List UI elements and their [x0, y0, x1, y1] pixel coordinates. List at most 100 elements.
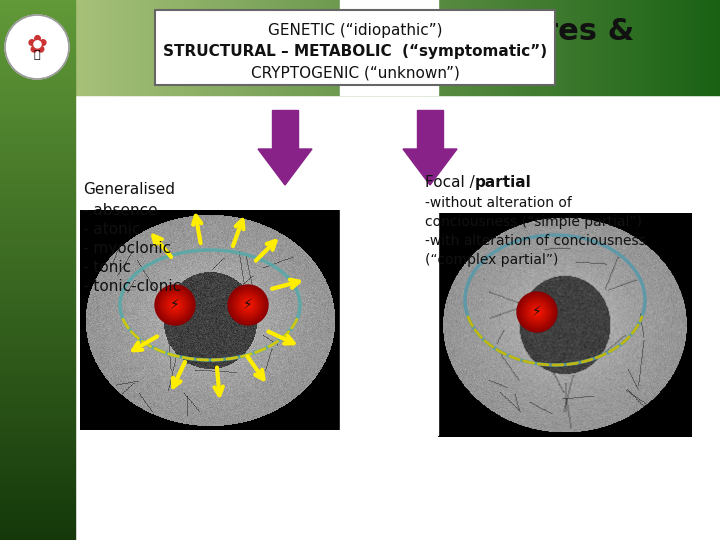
Circle shape: [244, 301, 252, 309]
Bar: [501, 0, 502, 95]
Bar: [0, 350, 75, 351]
Bar: [0, 7, 75, 8]
Bar: [0, 310, 75, 311]
Bar: [0, 66, 75, 67]
Bar: [194, 0, 195, 95]
Circle shape: [529, 304, 545, 320]
Bar: [419, 0, 420, 95]
Bar: [389, 0, 390, 95]
Bar: [520, 0, 521, 95]
Bar: [145, 0, 146, 95]
Bar: [0, 124, 75, 125]
Bar: [514, 0, 515, 95]
Bar: [479, 0, 480, 95]
Circle shape: [156, 286, 194, 323]
Bar: [161, 0, 162, 95]
Bar: [408, 0, 409, 95]
Bar: [0, 138, 75, 139]
Bar: [0, 247, 75, 248]
Bar: [91, 0, 92, 95]
Bar: [0, 135, 75, 136]
Bar: [196, 0, 197, 95]
Bar: [291, 0, 292, 95]
Bar: [0, 297, 75, 298]
Bar: [340, 0, 341, 95]
Bar: [0, 509, 75, 510]
Bar: [76, 0, 77, 95]
Bar: [0, 366, 75, 367]
Bar: [0, 148, 75, 149]
Bar: [469, 0, 470, 95]
Bar: [0, 539, 75, 540]
Circle shape: [241, 298, 255, 312]
Bar: [0, 243, 75, 244]
Bar: [0, 241, 75, 242]
Bar: [0, 356, 75, 357]
Bar: [445, 0, 446, 95]
Bar: [607, 0, 608, 95]
Circle shape: [240, 297, 256, 313]
Bar: [584, 0, 585, 95]
Bar: [0, 10, 75, 11]
Bar: [133, 0, 134, 95]
Bar: [0, 458, 75, 459]
Bar: [0, 482, 75, 483]
Text: conciousness (“simple partial”): conciousness (“simple partial”): [425, 215, 642, 229]
Bar: [23, 0, 24, 95]
Bar: [220, 0, 221, 95]
Bar: [135, 0, 136, 95]
Bar: [0, 443, 75, 444]
Bar: [0, 197, 75, 198]
Bar: [0, 357, 75, 358]
Bar: [533, 0, 534, 95]
Bar: [0, 13, 75, 14]
Bar: [682, 0, 683, 95]
Bar: [400, 0, 401, 95]
Bar: [0, 364, 75, 365]
Bar: [329, 0, 330, 95]
Bar: [317, 0, 318, 95]
Bar: [243, 0, 244, 95]
Bar: [246, 0, 247, 95]
Bar: [0, 40, 75, 41]
Circle shape: [531, 307, 542, 318]
Bar: [610, 0, 611, 95]
Bar: [159, 0, 160, 95]
Bar: [593, 0, 594, 95]
Bar: [0, 420, 75, 421]
Bar: [38, 0, 39, 95]
Bar: [0, 220, 75, 221]
Bar: [0, 242, 75, 243]
Bar: [20, 0, 21, 95]
Bar: [60, 0, 61, 95]
Bar: [52, 0, 53, 95]
Bar: [0, 244, 75, 245]
Bar: [0, 392, 75, 393]
Bar: [0, 90, 75, 91]
Bar: [0, 326, 75, 327]
Bar: [0, 227, 75, 228]
Bar: [0, 412, 75, 413]
Bar: [415, 0, 416, 95]
Bar: [0, 82, 75, 83]
Bar: [0, 68, 75, 69]
Bar: [18, 0, 19, 95]
Bar: [626, 0, 627, 95]
Bar: [0, 417, 75, 418]
Bar: [180, 0, 181, 95]
Bar: [603, 0, 604, 95]
Bar: [0, 177, 75, 178]
Bar: [257, 0, 258, 95]
Bar: [388, 0, 389, 95]
Bar: [273, 0, 274, 95]
Bar: [295, 0, 296, 95]
Bar: [0, 306, 75, 307]
Bar: [0, 422, 75, 423]
Bar: [0, 142, 75, 143]
Bar: [0, 308, 75, 309]
Bar: [0, 480, 75, 481]
Bar: [637, 0, 638, 95]
Bar: [0, 405, 75, 406]
Bar: [0, 117, 75, 118]
Bar: [357, 0, 358, 95]
